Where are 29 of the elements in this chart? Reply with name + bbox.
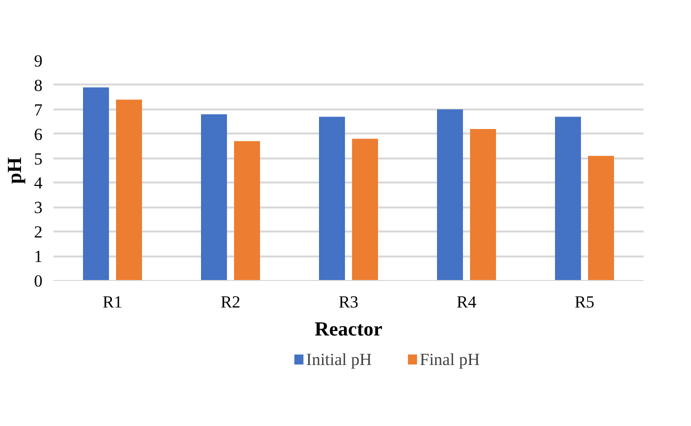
- bar: [555, 116, 581, 280]
- y-tick-label: 5: [34, 149, 42, 168]
- y-tick-label: 1: [34, 247, 42, 266]
- bar: [470, 128, 496, 280]
- bar: [234, 141, 260, 280]
- bar: [116, 100, 142, 280]
- x-tick-label: R3: [338, 292, 358, 312]
- x-tick-label: R2: [220, 292, 240, 312]
- y-tick-label: 3: [34, 198, 42, 218]
- bar: [201, 114, 227, 280]
- bar: [352, 138, 378, 280]
- x-tick-label: R5: [574, 292, 594, 312]
- y-tick-label: 8: [34, 76, 42, 95]
- y-tick-label: 0: [34, 272, 42, 290]
- legend-label: Initial pH: [306, 350, 372, 369]
- x-tick-label: R4: [456, 292, 477, 312]
- bar: [319, 116, 345, 280]
- x-tick-label: R1: [102, 292, 122, 312]
- legend-label: Final pH: [420, 350, 480, 369]
- x-axis-title: Reactor: [314, 318, 382, 340]
- y-tick-label: 4: [34, 174, 43, 193]
- bar: [437, 109, 463, 280]
- y-tick-label: 2: [34, 222, 42, 242]
- y-tick-label: 7: [34, 100, 43, 120]
- y-tick-label: 9: [34, 52, 42, 70]
- y-axis-title: pH: [4, 156, 26, 184]
- bar: [83, 87, 109, 280]
- y-tick-label: 6: [34, 124, 42, 144]
- bar: [588, 156, 614, 280]
